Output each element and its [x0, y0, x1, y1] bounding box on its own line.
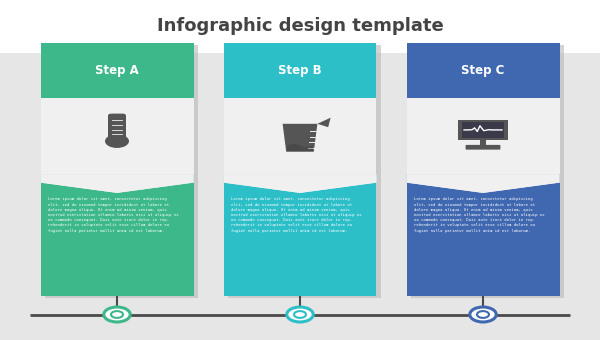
Polygon shape	[283, 124, 317, 152]
Polygon shape	[41, 174, 193, 193]
FancyBboxPatch shape	[410, 45, 564, 298]
FancyBboxPatch shape	[480, 139, 486, 146]
FancyBboxPatch shape	[223, 42, 377, 98]
Circle shape	[287, 307, 313, 322]
Polygon shape	[223, 174, 377, 193]
FancyBboxPatch shape	[0, 0, 600, 53]
FancyBboxPatch shape	[462, 122, 504, 138]
Polygon shape	[41, 174, 193, 193]
FancyBboxPatch shape	[45, 45, 198, 298]
Circle shape	[105, 134, 129, 148]
Text: Lorem ipsum dolor sit amet, consectetur adipiscing
elit, sed do eiusmod tempor i: Lorem ipsum dolor sit amet, consectetur …	[231, 197, 361, 233]
FancyBboxPatch shape	[108, 114, 126, 143]
Circle shape	[111, 311, 123, 318]
FancyBboxPatch shape	[228, 45, 381, 298]
FancyBboxPatch shape	[466, 145, 500, 150]
FancyBboxPatch shape	[41, 98, 193, 174]
Polygon shape	[317, 118, 331, 127]
Circle shape	[294, 311, 306, 318]
FancyBboxPatch shape	[407, 183, 560, 296]
Circle shape	[477, 311, 489, 318]
FancyBboxPatch shape	[407, 42, 560, 98]
Polygon shape	[223, 174, 377, 193]
FancyBboxPatch shape	[458, 120, 508, 140]
Text: Step A: Step A	[95, 64, 139, 77]
FancyBboxPatch shape	[407, 98, 560, 174]
FancyBboxPatch shape	[223, 98, 377, 174]
Text: Lorem ipsum dolor sit amet, consectetur adipiscing
elit, sed do eiusmod tempor i: Lorem ipsum dolor sit amet, consectetur …	[414, 197, 544, 233]
Text: Step B: Step B	[278, 64, 322, 77]
Polygon shape	[41, 174, 193, 193]
Polygon shape	[407, 174, 560, 193]
Polygon shape	[287, 144, 313, 151]
Text: Lorem ipsum dolor sit amet, consectetur adipiscing
elit, sed do eiusmod tempor i: Lorem ipsum dolor sit amet, consectetur …	[48, 197, 178, 233]
Polygon shape	[407, 174, 560, 193]
Text: Step C: Step C	[461, 64, 505, 77]
FancyBboxPatch shape	[223, 183, 377, 296]
Polygon shape	[407, 174, 560, 193]
Circle shape	[470, 307, 496, 322]
Circle shape	[104, 307, 130, 322]
Text: Infographic design template: Infographic design template	[157, 17, 443, 35]
Polygon shape	[223, 174, 377, 193]
FancyBboxPatch shape	[41, 183, 193, 296]
FancyBboxPatch shape	[41, 42, 193, 98]
